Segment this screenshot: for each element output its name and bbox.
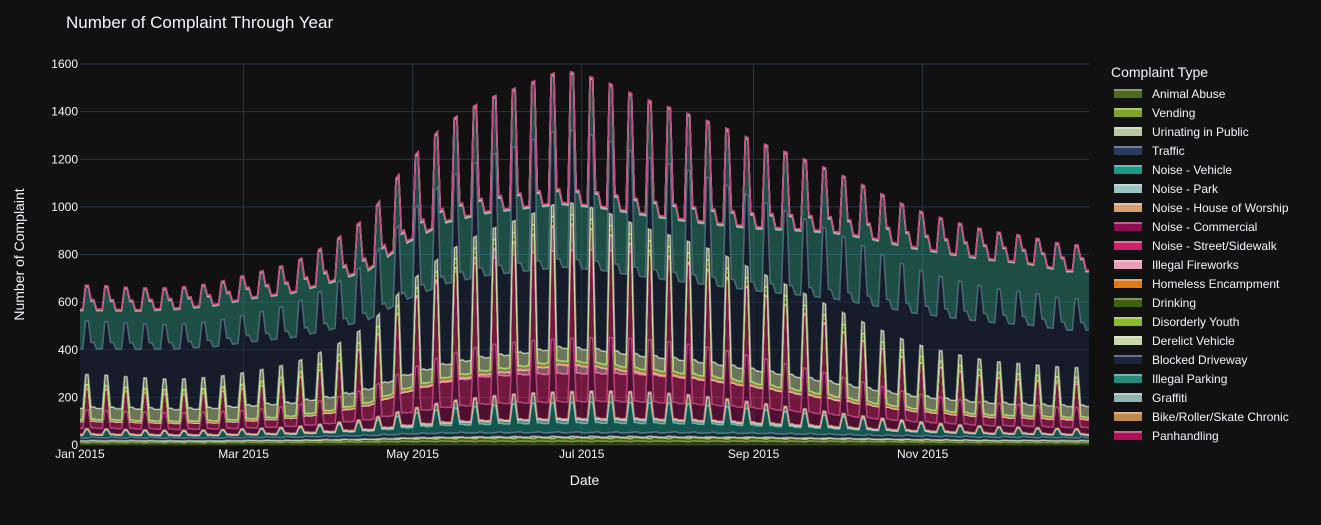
y-tick-label: 1400 — [51, 105, 78, 119]
legend-swatch — [1114, 279, 1142, 288]
legend-label: Noise - House of Worship — [1152, 200, 1289, 215]
y-tick-label: 0 — [71, 438, 78, 452]
legend-swatch — [1114, 89, 1142, 98]
legend-swatch — [1114, 108, 1142, 117]
legend-label: Graffiti — [1152, 390, 1188, 405]
legend-label: Illegal Parking — [1152, 371, 1228, 386]
legend-item-noise-commercial[interactable]: Noise - Commercial — [1111, 217, 1319, 236]
legend-item-blocked-driveway[interactable]: Blocked Driveway — [1111, 350, 1319, 369]
y-tick-label: 400 — [58, 343, 78, 357]
legend-label: Panhandling — [1152, 428, 1219, 443]
legend-swatch — [1114, 336, 1142, 345]
y-tick-label: 1200 — [51, 152, 78, 166]
legend-label: Noise - Park — [1152, 181, 1219, 196]
legend-swatch — [1114, 184, 1142, 193]
legend-label: Noise - Street/Sidewalk — [1152, 238, 1277, 253]
area-blocked-driveway — [80, 130, 1089, 410]
legend-item-panhandling[interactable]: Panhandling — [1111, 426, 1319, 445]
legend-item-derelict-vehicle[interactable]: Derelict Vehicle — [1111, 331, 1319, 350]
legend-item-noise-vehicle[interactable]: Noise - Vehicle — [1111, 160, 1319, 179]
legend-swatch — [1114, 222, 1142, 231]
legend-swatch — [1114, 203, 1142, 212]
legend-item-disorderly-youth[interactable]: Disorderly Youth — [1111, 312, 1319, 331]
legend-swatch — [1114, 317, 1142, 326]
legend-item-bike-roller-skate-chronic[interactable]: Bike/Roller/Skate Chronic — [1111, 407, 1319, 426]
legend-swatch — [1114, 374, 1142, 383]
legend-item-traffic[interactable]: Traffic — [1111, 141, 1319, 160]
x-tick-label: Jul 2015 — [559, 447, 605, 461]
area-traffic — [80, 431, 1089, 441]
legend-label: Noise - Vehicle — [1152, 162, 1233, 177]
y-tick-label: 1600 — [51, 57, 78, 71]
legend-swatch — [1114, 165, 1142, 174]
y-tick-label: 800 — [58, 248, 78, 262]
legend-label: Traffic — [1152, 143, 1185, 158]
chart-title: Number of Complaint Through Year — [66, 13, 334, 32]
series-group — [80, 70, 1089, 445]
legend-item-animal-abuse[interactable]: Animal Abuse — [1111, 84, 1319, 103]
legend-swatch — [1114, 241, 1142, 250]
legend-label: Derelict Vehicle — [1152, 333, 1235, 348]
legend-label: Animal Abuse — [1152, 86, 1226, 101]
legend-label: Blocked Driveway — [1152, 352, 1248, 367]
legend-label: Illegal Fireworks — [1152, 257, 1239, 272]
legend-item-drinking[interactable]: Drinking — [1111, 293, 1319, 312]
legend-swatch — [1114, 298, 1142, 307]
legend-swatch — [1114, 412, 1142, 421]
legend-items[interactable]: Animal Abuse Vending Urinating in Public Tr… — [1111, 84, 1319, 445]
y-axis-title: Number of Complaint — [11, 188, 27, 320]
legend-label: Drinking — [1152, 295, 1197, 310]
legend-swatch — [1114, 260, 1142, 269]
line-panhandling — [80, 70, 1089, 311]
x-tick-label: Sep 2015 — [728, 447, 780, 461]
legend-item-noise-park[interactable]: Noise - Park — [1111, 179, 1319, 198]
legend-item-urinating-in-public[interactable]: Urinating in Public — [1111, 122, 1319, 141]
x-axis-title: Date — [570, 472, 600, 488]
area-noise-street-sidewalk — [80, 250, 1089, 430]
legend-label: Vending — [1152, 105, 1196, 120]
x-tick-label: May 2015 — [386, 447, 439, 461]
y-tick-label: 600 — [58, 295, 78, 309]
legend-swatch — [1114, 393, 1142, 402]
legend-item-illegal-fireworks[interactable]: Illegal Fireworks — [1111, 255, 1319, 274]
legend[interactable]: Complaint Type Animal Abuse Vending Urinat… — [1111, 64, 1319, 445]
area-illegal-parking — [80, 74, 1089, 350]
area-vending — [80, 437, 1089, 443]
x-tick-label: Mar 2015 — [218, 447, 269, 461]
y-tick-label: 200 — [58, 390, 78, 404]
legend-swatch — [1114, 431, 1142, 440]
x-tick-label: Nov 2015 — [897, 447, 949, 461]
legend-item-graffiti[interactable]: Graffiti — [1111, 388, 1319, 407]
legend-item-noise-house-of-worship[interactable]: Noise - House of Worship — [1111, 198, 1319, 217]
legend-item-vending[interactable]: Vending — [1111, 103, 1319, 122]
legend-item-homeless-encampment[interactable]: Homeless Encampment — [1111, 274, 1319, 293]
legend-label: Bike/Roller/Skate Chronic — [1152, 409, 1289, 424]
y-tick-label: 1000 — [51, 200, 78, 214]
legend-label: Homeless Encampment — [1152, 276, 1280, 291]
legend-label: Disorderly Youth — [1152, 314, 1240, 329]
legend-swatch — [1114, 355, 1142, 364]
legend-swatch — [1114, 146, 1142, 155]
legend-item-illegal-parking[interactable]: Illegal Parking — [1111, 369, 1319, 388]
x-tick-label: Jan 2015 — [55, 447, 105, 461]
legend-label: Noise - Commercial — [1152, 219, 1258, 234]
legend-label: Urinating in Public — [1152, 124, 1249, 139]
legend-swatch — [1114, 127, 1142, 136]
legend-item-noise-street-sidewalk[interactable]: Noise - Street/Sidewalk — [1111, 236, 1319, 255]
legend-title: Complaint Type — [1111, 64, 1209, 80]
